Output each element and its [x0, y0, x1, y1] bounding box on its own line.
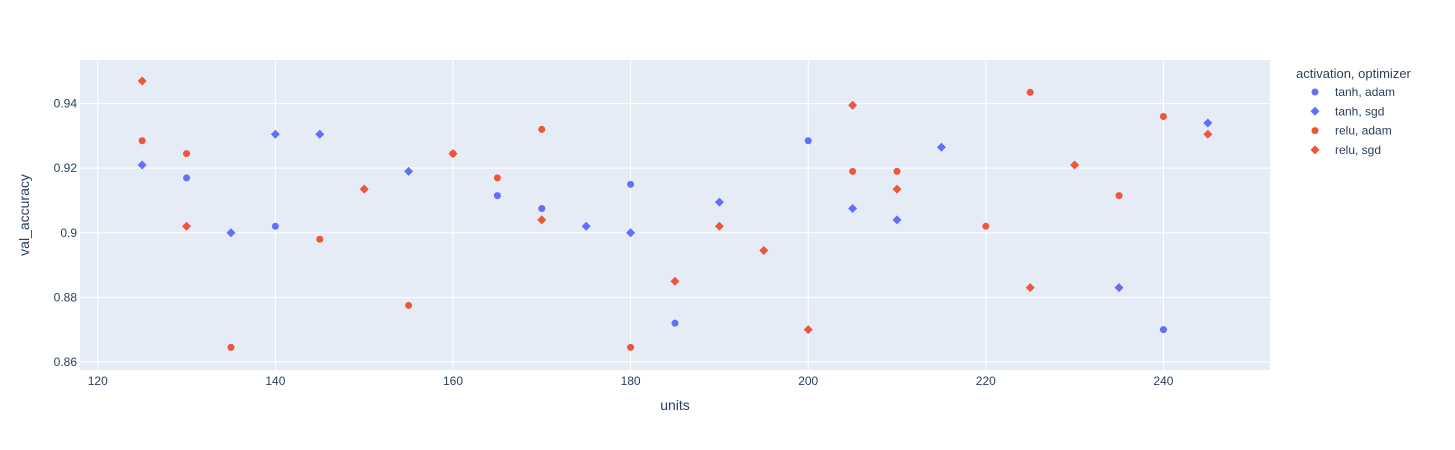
point-tanh-adam: [493, 192, 501, 200]
legend-item-relu-sgd[interactable]: relu, sgd: [1310, 143, 1382, 157]
x-tick-label: 220: [976, 374, 996, 388]
point-relu-sgd: [137, 76, 147, 86]
point-tanh-adam: [1159, 326, 1167, 334]
point-relu-adam: [849, 167, 857, 175]
point-tanh-sgd: [1114, 283, 1124, 293]
point-relu-sgd: [1070, 160, 1080, 170]
y-tick-label: 0.94: [54, 97, 78, 111]
data-points: [137, 76, 1213, 351]
x-tick-label: 140: [265, 374, 285, 388]
point-relu-sgd: [670, 276, 680, 286]
point-tanh-adam: [271, 222, 279, 230]
point-relu-adam: [138, 137, 146, 145]
point-relu-sgd: [448, 149, 458, 159]
legend-marker: [1311, 88, 1319, 96]
point-relu-sgd: [892, 184, 902, 194]
point-relu-sgd: [759, 246, 769, 256]
point-relu-sgd: [1025, 283, 1035, 293]
y-tick-label: 0.92: [54, 161, 78, 175]
point-tanh-sgd: [714, 197, 724, 207]
legend-label: tanh, adam: [1335, 85, 1395, 99]
point-relu-adam: [982, 222, 990, 230]
point-relu-adam: [493, 174, 501, 182]
legend-label: relu, adam: [1335, 124, 1392, 138]
point-tanh-sgd: [581, 221, 591, 231]
y-axis-ticks: 0.86 0.88 0.9 0.92 0.94: [54, 97, 78, 369]
legend-marker: [1310, 145, 1320, 155]
x-tick-label: 120: [88, 374, 108, 388]
point-tanh-sgd: [1203, 118, 1213, 128]
y-tick-label: 0.88: [54, 290, 78, 304]
y-axis-title: val_accuracy: [16, 174, 32, 256]
point-tanh-adam: [627, 180, 635, 188]
point-relu-adam: [316, 235, 324, 243]
x-tick-label: 240: [1153, 374, 1173, 388]
point-tanh-adam: [183, 174, 191, 182]
point-relu-sgd: [848, 100, 858, 110]
point-relu-sgd: [537, 215, 547, 225]
point-relu-adam: [1115, 192, 1123, 200]
point-tanh-adam: [538, 205, 546, 213]
point-tanh-sgd: [270, 129, 280, 139]
legend-item-relu-adam[interactable]: relu, adam: [1311, 124, 1392, 138]
point-tanh-sgd: [936, 142, 946, 152]
gridlines: [80, 60, 1270, 370]
legend-label: tanh, sgd: [1335, 104, 1384, 118]
legend-title: activation, optimizer: [1296, 66, 1412, 81]
x-tick-label: 200: [798, 374, 818, 388]
legend-label: relu, sgd: [1335, 143, 1381, 157]
point-tanh-sgd: [315, 129, 325, 139]
point-tanh-sgd: [404, 166, 414, 176]
y-tick-label: 0.86: [54, 355, 78, 369]
point-relu-adam: [893, 167, 901, 175]
plot-area: [80, 60, 1270, 370]
x-axis-title: units: [660, 397, 690, 413]
x-tick-label: 180: [621, 374, 641, 388]
point-relu-adam: [183, 150, 191, 158]
legend-marker: [1311, 127, 1319, 135]
point-relu-sgd: [359, 184, 369, 194]
point-tanh-sgd: [137, 160, 147, 170]
legend-item-tanh-sgd[interactable]: tanh, sgd: [1310, 104, 1385, 118]
point-tanh-sgd: [892, 215, 902, 225]
point-tanh-sgd: [226, 228, 236, 238]
legend-marker: [1310, 106, 1320, 116]
point-relu-adam: [1026, 88, 1034, 96]
point-relu-adam: [627, 343, 635, 351]
point-relu-sgd: [803, 325, 813, 335]
x-tick-label: 160: [443, 374, 463, 388]
point-relu-sgd: [1203, 129, 1213, 139]
point-relu-adam: [1159, 113, 1167, 121]
point-relu-sgd: [182, 221, 192, 231]
y-tick-label: 0.9: [60, 226, 77, 240]
point-tanh-sgd: [626, 228, 636, 238]
point-tanh-sgd: [848, 204, 858, 214]
point-relu-adam: [405, 301, 413, 309]
x-axis-ticks: 120 140 160 180 200 220 240: [88, 374, 1174, 388]
point-relu-sgd: [714, 221, 724, 231]
point-tanh-adam: [671, 319, 679, 327]
legend-item-tanh-adam[interactable]: tanh, adam: [1311, 85, 1396, 99]
point-tanh-adam: [804, 137, 812, 145]
legend[interactable]: activation, optimizer tanh, adam tanh, sg…: [1296, 66, 1412, 157]
point-relu-adam: [538, 125, 546, 133]
point-relu-adam: [227, 343, 235, 351]
